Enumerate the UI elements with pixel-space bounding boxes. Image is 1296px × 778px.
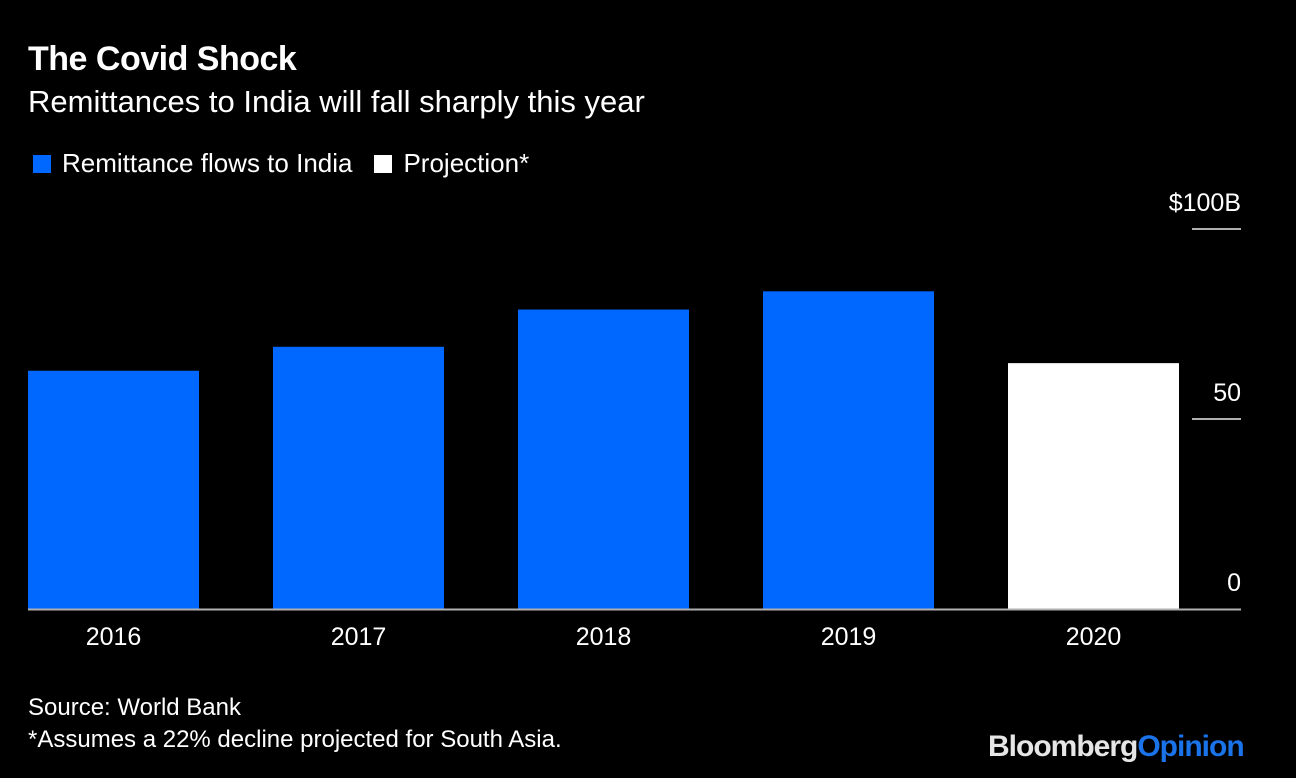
- y-tick-label: 0: [1227, 569, 1241, 597]
- x-tick-label: 2019: [821, 623, 877, 651]
- y-tick-label: $100B: [1169, 189, 1241, 217]
- legend: Remittance flows to India Projection*: [33, 148, 551, 179]
- legend-swatch-projection: [374, 154, 393, 173]
- bar-projection-2020: [1008, 363, 1179, 609]
- legend-label-actual: Remittance flows to India: [62, 148, 353, 178]
- source-note: Source: World Bank: [28, 694, 241, 721]
- chart-subtitle: Remittances to India will fall sharply t…: [28, 84, 645, 119]
- x-tick-label: 2020: [1066, 623, 1122, 651]
- logo-opinion: Opinion: [1137, 730, 1244, 763]
- x-tick-label: 2017: [331, 623, 387, 651]
- logo-bloomberg: Bloomberg: [988, 730, 1138, 763]
- legend-label-projection: Projection*: [403, 148, 530, 178]
- legend-item-projection: Projection*: [374, 148, 529, 179]
- bar-2016: [28, 370, 199, 609]
- legend-swatch-actual: [33, 154, 51, 173]
- legend-item-actual: Remittance flows to India: [33, 148, 352, 179]
- x-tick-label: 2018: [576, 623, 632, 651]
- footnote: *Assumes a 22% decline projected for Sou…: [28, 726, 562, 753]
- bar-2017: [273, 346, 444, 609]
- y-tick-label: 50: [1213, 379, 1241, 407]
- bar-2019: [763, 291, 934, 609]
- bloomberg-opinion-logo: BloombergOpinion: [988, 730, 1245, 764]
- bar-2018: [518, 309, 689, 609]
- x-tick-label: 2016: [86, 623, 142, 651]
- chart-title: The Covid Shock: [28, 40, 297, 78]
